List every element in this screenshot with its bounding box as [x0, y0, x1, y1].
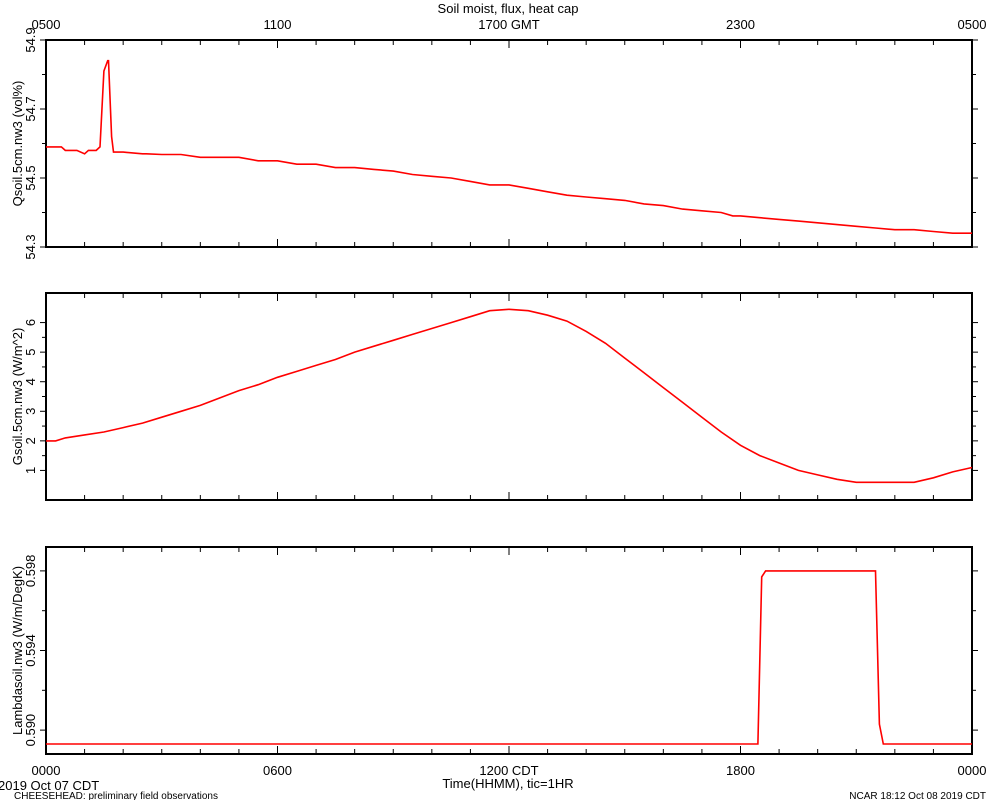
- top-axis-tick-labels: 0500 1100 1700 GMT 2300 0500: [32, 17, 987, 32]
- soil-moisture-series-line: [46, 59, 972, 234]
- soil-heat-flux-panel: 1 2 3 4 5 6 Gsoil.5cm.nw3 (W/m^2): [10, 292, 978, 501]
- project-note: CHEESEHEAD: preliminary field observatio…: [14, 791, 218, 800]
- soil-moisture-panel: 54.3 54.5 54.7 54.9 Qsoil.5cm.nw3 (vol%): [10, 27, 978, 260]
- bottom-axis-tick-label: 1800: [726, 763, 755, 778]
- soil-heat-flux-y-axis-label: Gsoil.5cm.nw3 (W/m^2): [10, 328, 25, 466]
- soil-thermal-conductivity-y-tick-label: 0.598: [23, 555, 38, 588]
- soil-heat-flux-plot-frame: [45, 292, 973, 501]
- soil-heat-flux-y-tick-label: 6: [23, 319, 38, 326]
- bottom-axis-tick-label: 1200 CDT: [479, 763, 538, 778]
- soil-moisture-y-tick-label: 54.3: [23, 234, 38, 259]
- bottom-axis-tick-label: 0000: [958, 763, 987, 778]
- soil-moisture-y-axis-label: Qsoil.5cm.nw3 (vol%): [10, 81, 25, 207]
- soil-heat-flux-y-tick-label: 4: [23, 378, 38, 385]
- soil-thermal-conductivity-plot-frame: [45, 546, 973, 755]
- soil-moisture-y-tick-label: 54.9: [23, 27, 38, 52]
- soil-heat-flux-y-tick-label: 5: [23, 349, 38, 356]
- soil-heat-flux-y-tick-label: 3: [23, 408, 38, 415]
- soil-thermal-conductivity-y-tick-label: 0.590: [23, 714, 38, 747]
- bottom-axis-tick-labels: 0000 0600 1200 CDT 1800 0000: [32, 763, 987, 778]
- chart-title: Soil moist, flux, heat cap: [438, 1, 579, 16]
- soil-thermal-conductivity-y-axis-label: Lambdasoil.nw3 (W/m/DegK): [10, 566, 25, 735]
- bottom-axis-tick-label: 0000: [32, 763, 61, 778]
- x-axis-label: Time(HHMM), tic=1HR: [442, 776, 573, 791]
- soil-moisture-plot-frame: [45, 39, 973, 248]
- start-date-label: 2019 Oct 07 CDT: [0, 778, 99, 793]
- soil-moisture-y-tick-label: 54.5: [23, 165, 38, 190]
- top-axis-tick-label: 1100: [264, 17, 292, 32]
- soil-heat-flux-y-tick-label: 1: [23, 467, 38, 474]
- top-axis-tick-label: 0500: [958, 17, 987, 32]
- soil-heat-flux-series-line: [46, 308, 973, 484]
- top-axis-tick-label: 1700 GMT: [478, 17, 539, 32]
- top-axis-tick-label: 0500: [32, 17, 61, 32]
- soil-heat-flux-y-tick-label: 2: [23, 437, 38, 444]
- soil-thermal-conductivity-y-tick-label: 0.594: [23, 634, 38, 667]
- soil-moisture-y-tick-label: 54.7: [23, 96, 38, 121]
- top-axis-tick-label: 2300: [726, 17, 755, 32]
- soil-thermal-conductivity-series-line: [46, 570, 972, 745]
- bottom-axis-tick-label: 0600: [263, 763, 292, 778]
- generated-stamp: NCAR 18:12 Oct 08 2019 CDT: [849, 791, 986, 800]
